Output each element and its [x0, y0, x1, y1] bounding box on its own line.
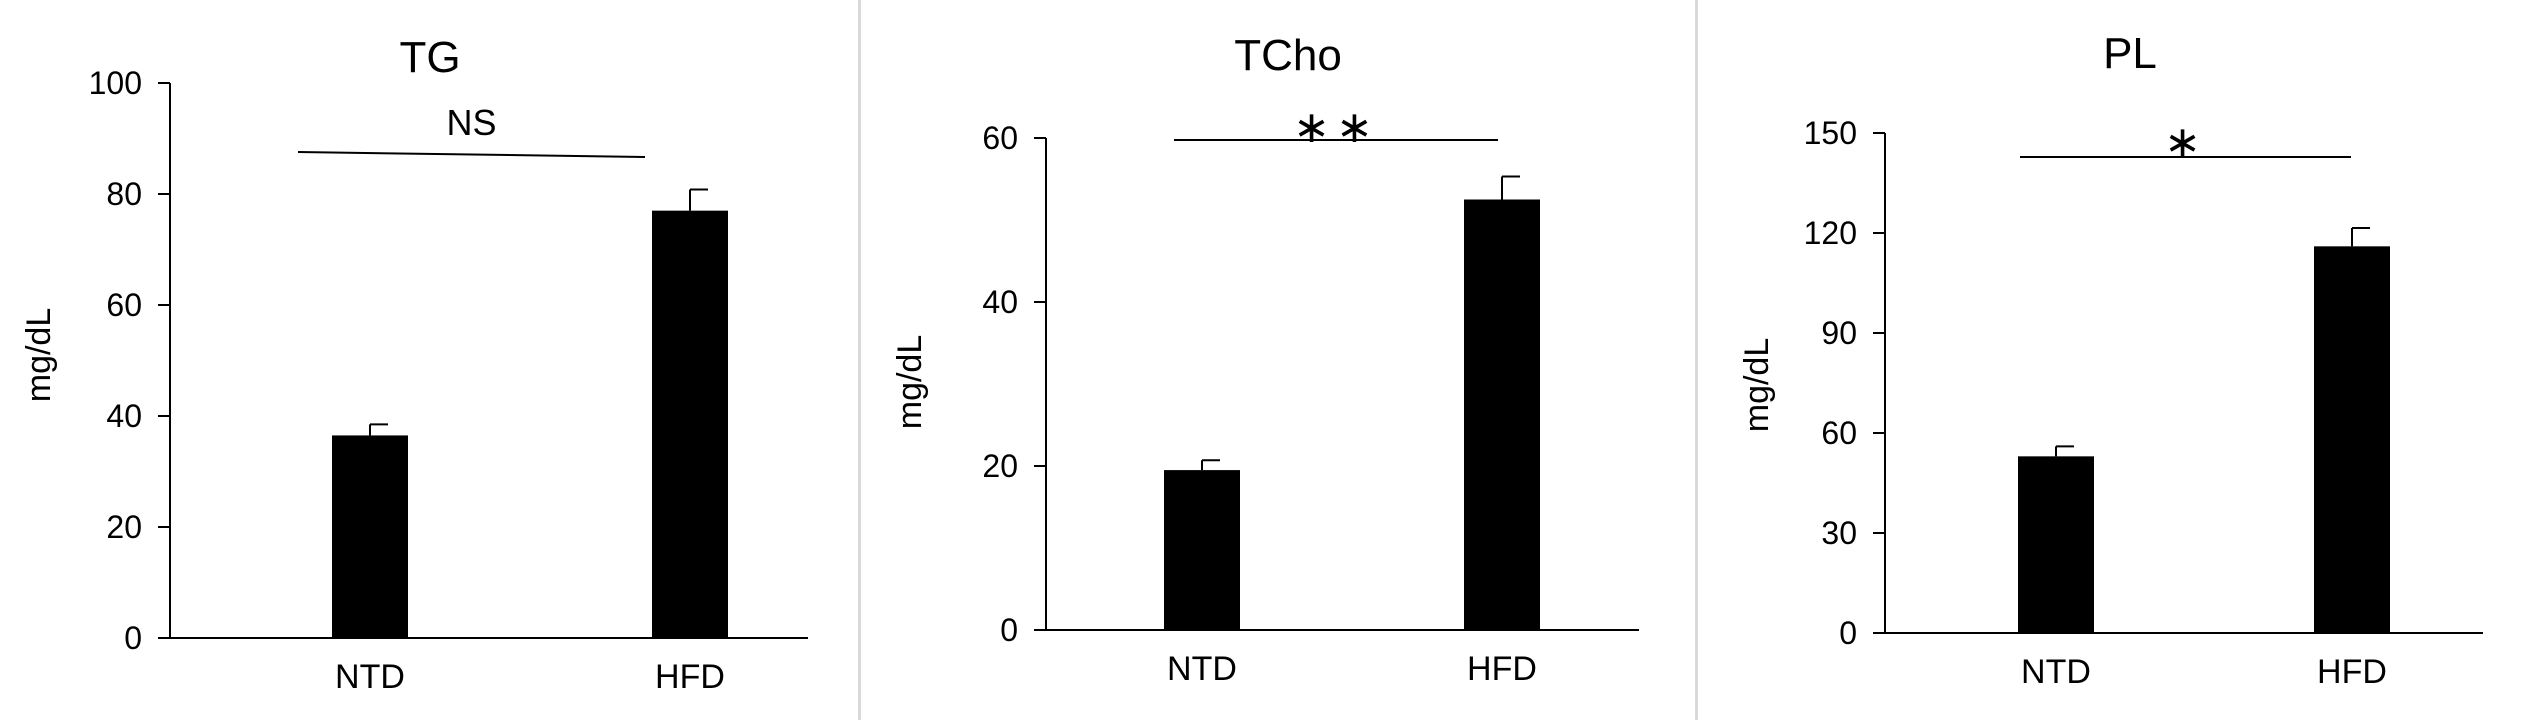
y-axis-label: mg/dL — [20, 308, 58, 403]
panel-divider — [858, 0, 861, 720]
bar-ntd — [332, 435, 408, 638]
y-tick-label: 150 — [1804, 115, 1857, 151]
y-tick-label: 0 — [124, 620, 142, 656]
y-tick-label: 20 — [106, 509, 142, 545]
x-tick-label: NTD — [1167, 650, 1237, 688]
y-tick-label: 90 — [1821, 315, 1857, 351]
x-tick-label: HFD — [2317, 653, 2387, 691]
bar-hfd — [652, 210, 728, 638]
y-tick-label: 60 — [1821, 415, 1857, 451]
y-tick-label: 40 — [106, 398, 142, 434]
y-tick-label: 100 — [89, 65, 142, 101]
chart-tg: TG mg/dL 0 20 40 60 80 100 NTD HFD NS — [20, 33, 808, 696]
y-tick-label: 80 — [106, 176, 142, 212]
y-tick-label: 60 — [982, 120, 1018, 156]
y-tick-label: 0 — [1839, 615, 1857, 651]
chart-tcho: TCho mg/dL 0 20 40 60 NTD HFD ∗∗ — [891, 31, 1639, 688]
y-tick-label: 0 — [1000, 612, 1018, 648]
x-tick-label: HFD — [1467, 650, 1537, 688]
significance-marker: ∗ — [2164, 118, 2207, 167]
x-tick-label: NTD — [2021, 653, 2091, 691]
chart-title: TCho — [1234, 31, 1342, 80]
significance-marker: NS — [446, 102, 496, 143]
bar-hfd — [2314, 246, 2390, 634]
x-tick-label: NTD — [335, 658, 405, 696]
bar-ntd — [2018, 456, 2094, 633]
bar-hfd — [1464, 199, 1540, 630]
y-axis-label: mg/dL — [891, 335, 929, 430]
y-tick-label: 120 — [1804, 215, 1857, 251]
chart-title: TG — [399, 33, 460, 82]
bar-ntd — [1164, 470, 1240, 630]
y-tick-label: 40 — [982, 284, 1018, 320]
y-tick-label: 30 — [1821, 515, 1857, 551]
y-tick-label: 60 — [106, 287, 142, 323]
y-tick-label: 20 — [982, 448, 1018, 484]
y-axis-label: mg/dL — [1738, 338, 1776, 433]
significance-marker: ∗∗ — [1293, 103, 1379, 152]
chart-title: PL — [2103, 29, 2157, 78]
significance-line — [297, 151, 646, 158]
chart-pl: PL mg/dL 0 30 60 90 120 150 NTD HFD ∗ — [1738, 29, 2483, 691]
x-tick-label: HFD — [655, 658, 725, 696]
panel-divider — [1695, 0, 1698, 720]
